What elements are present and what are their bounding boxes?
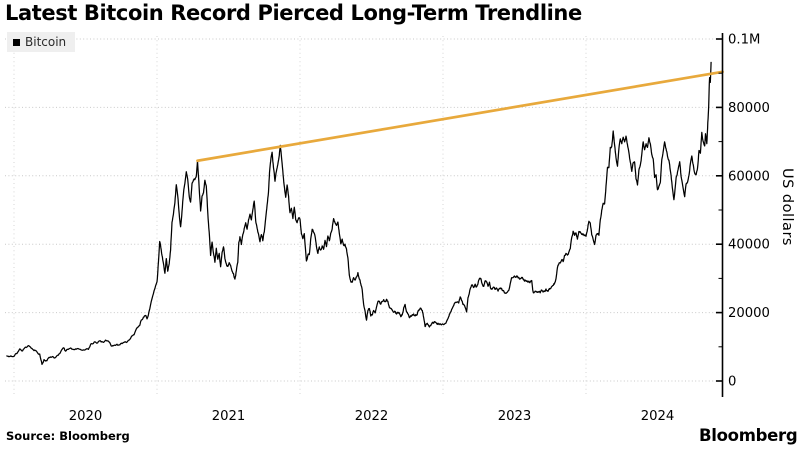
source-note: Source: Bloomberg bbox=[6, 429, 130, 443]
y-tick-label: 0 bbox=[728, 375, 736, 390]
x-tick-label: 2024 bbox=[641, 409, 675, 424]
bloomberg-wordmark: Bloomberg bbox=[699, 426, 798, 445]
price-line-bitcoin bbox=[6, 61, 712, 366]
page-title: Latest Bitcoin Record Pierced Long-Term … bbox=[5, 1, 582, 25]
bloomberg-brand: Bloomberg bbox=[699, 426, 800, 445]
legend-swatch-bitcoin bbox=[13, 38, 20, 46]
y-tick-label: 80000 bbox=[728, 101, 770, 116]
x-tick-label: 2022 bbox=[355, 409, 389, 424]
y-tick-label: 40000 bbox=[728, 238, 770, 253]
y-tick-label: 20000 bbox=[728, 306, 770, 321]
x-tick-label: 2021 bbox=[212, 409, 246, 424]
trendline bbox=[196, 70, 724, 163]
y-tick-label: 60000 bbox=[728, 169, 770, 184]
x-tick-label: 2020 bbox=[69, 409, 103, 424]
y-axis-title: US dollars bbox=[779, 168, 795, 246]
y-tick-label: 0.1M bbox=[728, 33, 760, 48]
legend-label: Bitcoin bbox=[25, 35, 67, 49]
legend: Bitcoin bbox=[7, 32, 76, 52]
x-tick-label: 2023 bbox=[498, 409, 532, 424]
